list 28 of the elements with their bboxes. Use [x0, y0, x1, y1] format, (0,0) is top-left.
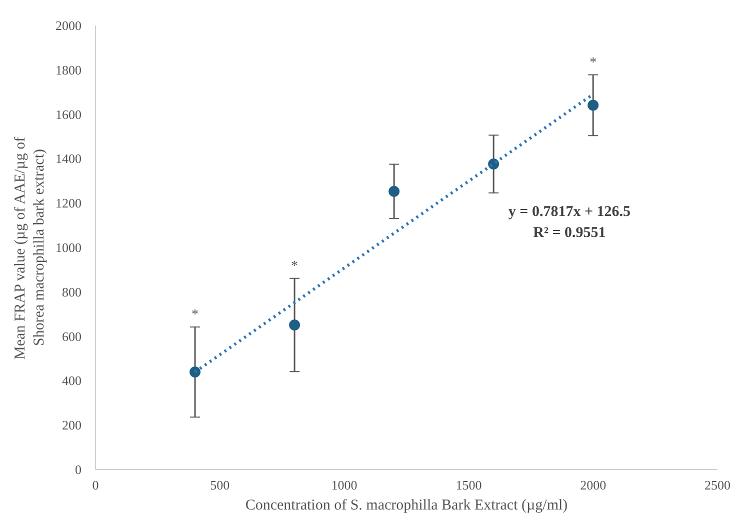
y-tick-label: 600 [62, 328, 82, 344]
y-tick-label: 200 [62, 418, 82, 433]
y-tick-label: 1200 [56, 196, 82, 211]
annotation: R² = 0.9551 [533, 225, 606, 242]
annotation: y = 0.7817x + 126.5 [508, 204, 631, 220]
y-tick-label: 2000 [56, 18, 82, 33]
x-tick-label: 1000 [331, 478, 358, 492]
x-tick-label: 0 [92, 478, 99, 492]
x-tick-label: 2500 [704, 478, 730, 492]
x-tick-label: 500 [210, 478, 230, 492]
point [190, 366, 201, 378]
y-tick-label: 800 [62, 284, 82, 300]
x-axis-title: Concentration of S. macrophilla Bark Extract (µg/ml) [245, 498, 568, 514]
x-tick-label: 1500 [456, 478, 482, 492]
point [388, 186, 400, 197]
y-axis-title: Mean FRAP value (µg of AAE/µg of Shorea macrophilla bark extract) [12, 136, 48, 360]
y-tick-label: 1400 [56, 151, 82, 166]
annotation: * [291, 258, 298, 274]
y-tick-label: 1800 [56, 62, 82, 78]
annotation: * [590, 55, 597, 70]
y-tick-label: 400 [62, 373, 82, 388]
x-tick-label: 2000 [580, 478, 606, 492]
point [289, 319, 300, 330]
y-tick-label: 0 [75, 462, 82, 477]
annotation: * [192, 307, 199, 322]
y-tick-label: 1600 [56, 106, 82, 122]
y-tick-label: 1000 [56, 240, 82, 255]
point [588, 100, 599, 111]
